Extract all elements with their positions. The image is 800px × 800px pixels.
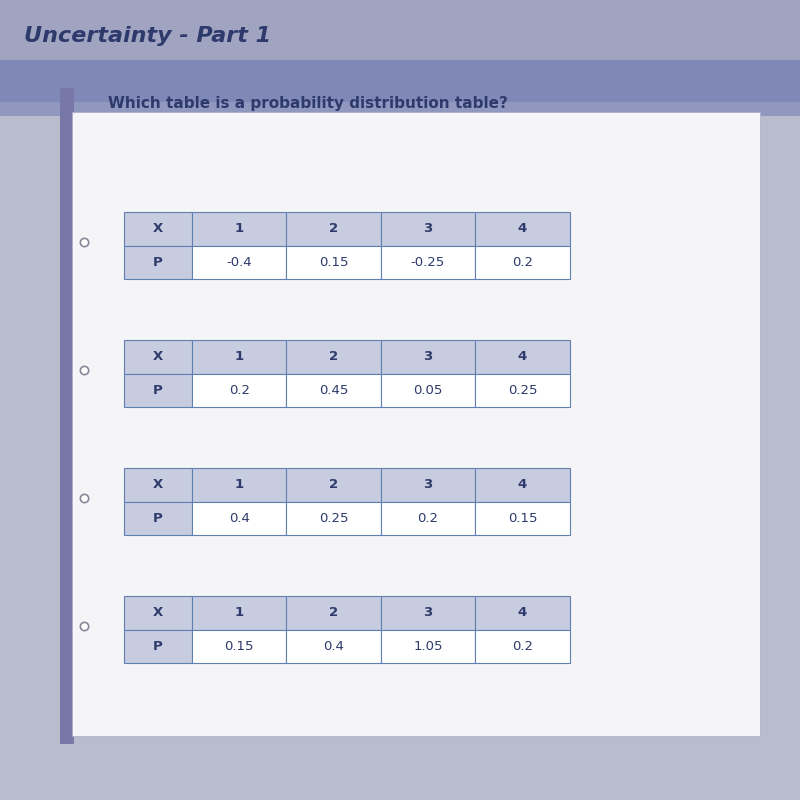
Text: -0.4: -0.4 [226, 256, 252, 269]
Text: 0.4: 0.4 [323, 640, 344, 653]
Bar [192, 340, 286, 374]
Text: 1: 1 [234, 478, 244, 491]
Bar [124, 246, 192, 279]
Text: X: X [153, 350, 163, 363]
Bar [381, 502, 475, 535]
Text: 0.4: 0.4 [229, 512, 250, 525]
Text: Which table is a probability distribution table?: Which table is a probability distributio… [108, 96, 508, 111]
Text: 3: 3 [423, 350, 433, 363]
Bar [475, 468, 570, 502]
Text: 0.15: 0.15 [225, 640, 254, 653]
Text: 4: 4 [518, 478, 527, 491]
Bar [286, 340, 381, 374]
Bar [381, 468, 475, 502]
Bar [192, 374, 286, 407]
Bar [381, 340, 475, 374]
Text: 0.25: 0.25 [508, 384, 537, 397]
Text: P: P [153, 384, 163, 397]
Text: 0.2: 0.2 [512, 640, 533, 653]
Bar [286, 212, 381, 246]
Text: 0.15: 0.15 [319, 256, 348, 269]
Bar [381, 596, 475, 630]
Text: X: X [153, 222, 163, 235]
Bar [192, 630, 286, 663]
Bar [475, 212, 570, 246]
Text: 1.05: 1.05 [414, 640, 442, 653]
Bar [475, 374, 570, 407]
Text: 1: 1 [234, 606, 244, 619]
Text: 3: 3 [423, 222, 433, 235]
Text: P: P [153, 256, 163, 269]
Bar [0, 0, 800, 96]
Bar [475, 630, 570, 663]
Bar [192, 596, 286, 630]
Text: X: X [153, 478, 163, 491]
Bar [72, 112, 760, 736]
Bar [124, 374, 192, 407]
Bar [475, 502, 570, 535]
Text: 4: 4 [518, 606, 527, 619]
Text: 2: 2 [329, 478, 338, 491]
Bar [381, 246, 475, 279]
Text: P: P [153, 640, 163, 653]
Bar [192, 246, 286, 279]
Text: 0.45: 0.45 [319, 384, 348, 397]
Bar [286, 630, 381, 663]
Bar [192, 212, 286, 246]
Text: -0.25: -0.25 [411, 256, 445, 269]
Bar [0, 102, 800, 116]
Text: X: X [153, 606, 163, 619]
Bar [192, 502, 286, 535]
Bar [381, 630, 475, 663]
Text: 0.2: 0.2 [512, 256, 533, 269]
Bar [124, 596, 192, 630]
Text: 0.2: 0.2 [229, 384, 250, 397]
Bar [124, 212, 192, 246]
Text: 3: 3 [423, 606, 433, 619]
Bar [475, 340, 570, 374]
Text: 1: 1 [234, 350, 244, 363]
Bar [286, 596, 381, 630]
Bar [286, 374, 381, 407]
Bar [124, 468, 192, 502]
Text: 2: 2 [329, 222, 338, 235]
Text: 2: 2 [329, 606, 338, 619]
Text: 0.05: 0.05 [414, 384, 442, 397]
Bar [286, 502, 381, 535]
Bar [124, 502, 192, 535]
Bar [192, 468, 286, 502]
Bar [60, 88, 74, 744]
Text: 4: 4 [518, 222, 527, 235]
Bar [286, 246, 381, 279]
Text: 0.2: 0.2 [418, 512, 438, 525]
Bar [475, 596, 570, 630]
Text: 3: 3 [423, 478, 433, 491]
Bar [124, 630, 192, 663]
Text: 2: 2 [329, 350, 338, 363]
Bar [475, 246, 570, 279]
Text: 4: 4 [518, 350, 527, 363]
Text: 1: 1 [234, 222, 244, 235]
Bar [124, 340, 192, 374]
Bar [286, 468, 381, 502]
Text: 0.15: 0.15 [508, 512, 537, 525]
Text: Uncertainty - Part 1: Uncertainty - Part 1 [24, 26, 271, 46]
Bar [381, 374, 475, 407]
Text: P: P [153, 512, 163, 525]
Bar [0, 60, 800, 104]
Bar [381, 212, 475, 246]
Text: 0.25: 0.25 [319, 512, 348, 525]
